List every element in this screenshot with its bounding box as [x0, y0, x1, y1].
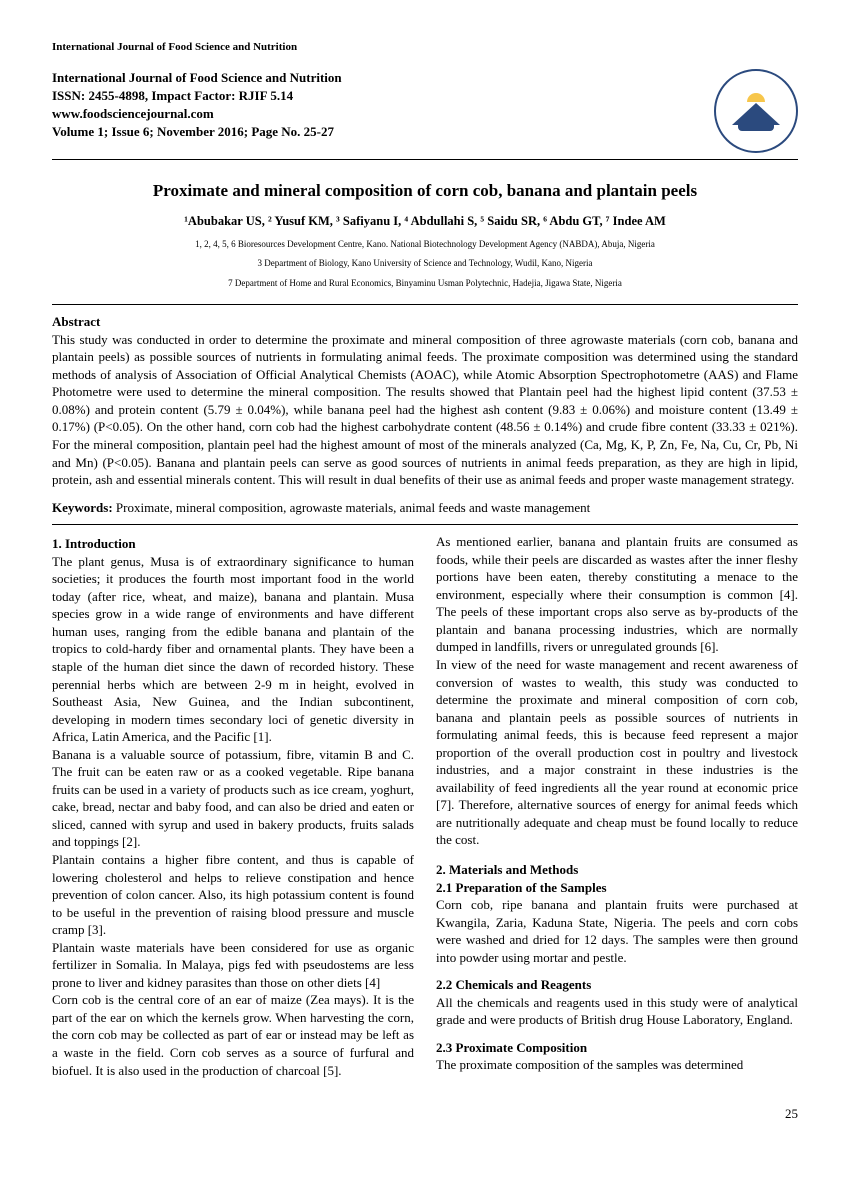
subsection-heading: 2.1 Preparation of the Samples	[436, 879, 798, 897]
divider	[52, 304, 798, 305]
website-line: www.foodsciencejournal.com	[52, 105, 342, 123]
volume-line: Volume 1; Issue 6; November 2016; Page N…	[52, 123, 342, 141]
abstract: Abstract This study was conducted in ord…	[52, 313, 798, 488]
divider	[52, 159, 798, 160]
paragraph: Banana is a valuable source of potassium…	[52, 746, 414, 851]
keywords: Keywords: Proximate, mineral composition…	[52, 499, 798, 517]
paragraph: Corn cob is the central core of an ear o…	[52, 991, 414, 1079]
section-heading-intro: 1. Introduction	[52, 535, 414, 553]
affiliation-3: 7 Department of Home and Rural Economics…	[52, 277, 798, 297]
keywords-text: Proximate, mineral composition, agrowast…	[113, 500, 591, 515]
authors: ¹Abubakar US, ² Yusuf KM, ³ Safiyanu I, …	[52, 213, 798, 230]
right-column: As mentioned earlier, banana and plantai…	[436, 533, 798, 1079]
header-row: International Journal of Food Science an…	[52, 69, 798, 153]
journal-name: International Journal of Food Science an…	[52, 69, 342, 87]
paragraph: In view of the need for waste management…	[436, 656, 798, 849]
paragraph: The plant genus, Musa is of extraordinar…	[52, 553, 414, 746]
divider	[52, 524, 798, 525]
title-block: Proximate and mineral composition of cor…	[52, 180, 798, 296]
running-head: International Journal of Food Science an…	[52, 40, 798, 55]
paper-title: Proximate and mineral composition of cor…	[52, 180, 798, 203]
affiliation-1: 1, 2, 4, 5, 6 Bioresources Development C…	[52, 238, 798, 258]
affiliation-2: 3 Department of Biology, Kano University…	[52, 257, 798, 277]
journal-logo	[714, 69, 798, 153]
issn-line: ISSN: 2455-4898, Impact Factor: RJIF 5.1…	[52, 87, 342, 105]
abstract-heading: Abstract	[52, 313, 798, 331]
body-columns: 1. Introduction The plant genus, Musa is…	[52, 533, 798, 1079]
paragraph: As mentioned earlier, banana and plantai…	[436, 533, 798, 656]
abstract-text: This study was conducted in order to det…	[52, 332, 798, 487]
paragraph: Corn cob, ripe banana and plantain fruit…	[436, 896, 798, 966]
paragraph: The proximate composition of the samples…	[436, 1056, 798, 1074]
keywords-label: Keywords:	[52, 500, 113, 515]
paragraph: Plantain waste materials have been consi…	[52, 939, 414, 992]
paragraph: Plantain contains a higher fibre content…	[52, 851, 414, 939]
subsection-heading: 2.3 Proximate Composition	[436, 1039, 798, 1057]
subsection-heading: 2.2 Chemicals and Reagents	[436, 976, 798, 994]
section-heading-methods: 2. Materials and Methods	[436, 861, 798, 879]
paragraph: All the chemicals and reagents used in t…	[436, 994, 798, 1029]
left-column: 1. Introduction The plant genus, Musa is…	[52, 533, 414, 1079]
header-meta: International Journal of Food Science an…	[52, 69, 342, 142]
page-number: 25	[52, 1105, 798, 1123]
